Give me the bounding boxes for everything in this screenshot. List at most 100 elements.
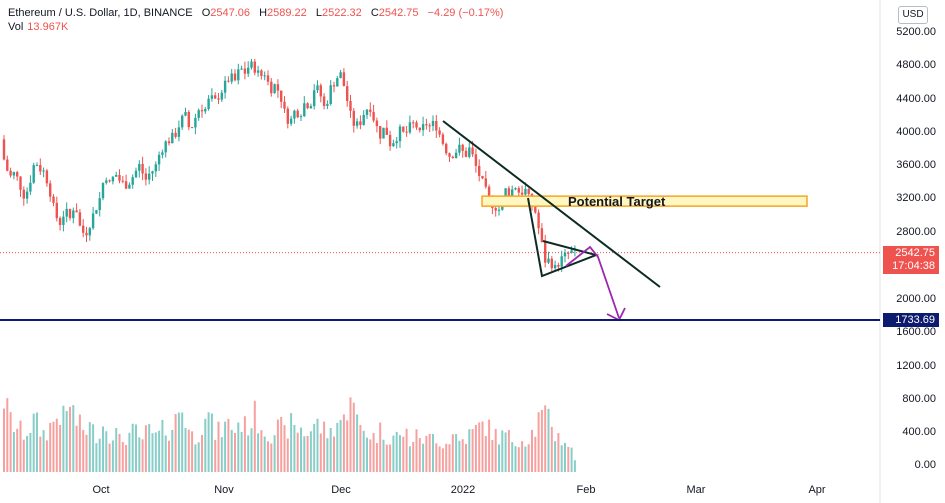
volume-bar <box>243 416 246 472</box>
candle-body <box>494 208 497 211</box>
volume-bar <box>418 438 421 472</box>
candle-body <box>563 252 567 257</box>
candle-body <box>398 126 402 142</box>
candle-body <box>540 228 544 242</box>
candle-body <box>322 96 326 106</box>
candle-body <box>468 147 471 157</box>
volume-legend: Vol 13.967K <box>8 21 68 33</box>
candle-body <box>544 241 547 263</box>
candle-body <box>55 202 58 219</box>
candle-body <box>517 188 520 193</box>
candle-body <box>514 188 517 190</box>
candle-body <box>240 68 243 70</box>
volume-bar <box>280 416 283 472</box>
volume-bar <box>471 429 474 472</box>
candle-body <box>39 165 42 172</box>
volume-bar <box>273 435 276 472</box>
candle-body <box>157 154 161 165</box>
high-value: 2589.22 <box>267 7 307 19</box>
volume-bar <box>349 397 352 472</box>
candle-body <box>458 144 461 153</box>
volume-bar <box>461 439 464 472</box>
candle-body <box>118 174 121 181</box>
volume-bar <box>395 431 398 472</box>
candle-body <box>88 228 91 236</box>
candle-body <box>408 122 412 133</box>
candle-body <box>22 189 25 199</box>
volume-bar <box>283 425 286 472</box>
volume-bar <box>42 430 45 472</box>
candle-body <box>326 104 329 106</box>
volume-bar <box>115 428 118 472</box>
candle-body <box>91 213 95 229</box>
candle-body <box>428 125 431 127</box>
candle-body <box>524 188 527 195</box>
volume-bar <box>19 420 22 472</box>
candle-body <box>296 110 299 118</box>
candle-body <box>362 114 365 125</box>
y-tick-label: 4800.00 <box>896 59 936 71</box>
candle-body <box>161 152 164 155</box>
volume-bar <box>62 405 65 472</box>
volume-bar <box>455 434 458 472</box>
volume-bar <box>352 402 355 472</box>
y-tick-label: 4000.00 <box>896 126 936 138</box>
volume-bar <box>82 429 85 472</box>
volume-bar <box>313 423 316 472</box>
volume-bar <box>102 426 104 472</box>
volume-bar <box>554 441 557 472</box>
close-label: C <box>370 7 379 19</box>
volume-bar <box>309 431 312 472</box>
candle-body <box>124 181 128 189</box>
potential-target-label: Potential Target <box>568 194 666 209</box>
candle-body <box>230 73 233 82</box>
candle-body <box>154 164 157 172</box>
candle-body <box>441 134 445 144</box>
candle-body <box>336 78 339 87</box>
volume-bar <box>504 432 507 472</box>
volume-bar <box>422 443 425 472</box>
candle-body <box>2 139 6 160</box>
candle-body <box>379 126 382 139</box>
volume-bar <box>389 444 392 472</box>
volume-bar <box>125 444 128 472</box>
symbol-title[interactable]: Ethereum / U.S. Dollar, 1D, BINANCE <box>8 7 193 19</box>
candle-body <box>412 122 415 124</box>
candle-body <box>355 121 359 126</box>
candle-body <box>98 198 101 211</box>
y-tick-label: 3200.00 <box>896 192 936 204</box>
close-value: 2542.75 <box>378 7 419 19</box>
volume-bar <box>121 441 124 472</box>
candle-body <box>511 189 514 197</box>
candle-body <box>72 210 75 219</box>
candle-body <box>25 191 29 199</box>
candle-body <box>75 210 78 213</box>
volume-bar <box>534 436 537 472</box>
volume-bar <box>511 442 514 472</box>
candle-body <box>520 192 524 195</box>
candle-body <box>214 95 217 99</box>
volume-bar <box>560 445 563 472</box>
candle-body <box>313 90 316 107</box>
candle-body <box>164 141 167 153</box>
volume-bar <box>204 418 207 472</box>
candle-body <box>560 256 563 267</box>
volume-bar <box>234 433 236 472</box>
volume-bar <box>402 436 405 472</box>
candle-body <box>405 131 408 133</box>
candle-body <box>115 174 118 177</box>
volume-bar <box>451 434 454 472</box>
volume-bar <box>224 421 227 472</box>
candle-body <box>223 80 227 93</box>
volume-bar <box>257 433 260 472</box>
currency-button[interactable]: USD <box>898 6 928 24</box>
candle-body <box>273 84 276 94</box>
candle-body <box>85 232 88 236</box>
volume-bar <box>151 433 154 472</box>
descending-trendline <box>442 120 661 288</box>
volume-bar <box>428 433 431 472</box>
candle-body <box>365 109 369 115</box>
volume-bar <box>438 446 441 472</box>
candle-body <box>270 81 273 94</box>
